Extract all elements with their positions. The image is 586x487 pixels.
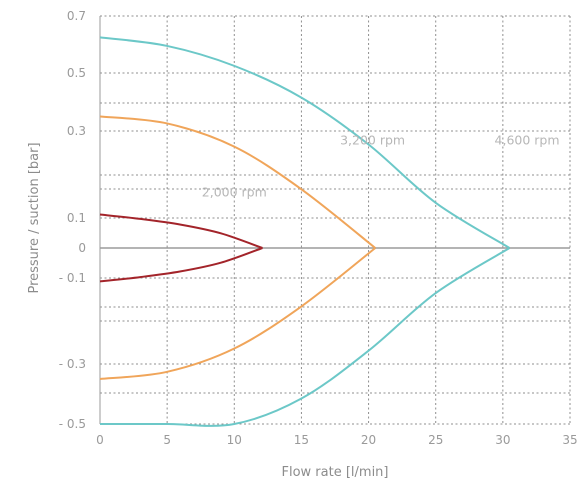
x-tick-label: 5 xyxy=(163,433,171,447)
x-tick-label: 0 xyxy=(96,433,104,447)
y-tick-label: 0.7 xyxy=(67,9,86,23)
series-annotation: 4,600 rpm xyxy=(495,132,560,147)
y-tick-label: 0.5 xyxy=(67,66,86,80)
y-tick-label: - 0.5 xyxy=(59,417,86,431)
x-tick-label: 20 xyxy=(361,433,376,447)
x-tick-label: 25 xyxy=(428,433,443,447)
series-annotation: 2,000 rpm xyxy=(202,185,267,200)
x-axis-title: Flow rate [l/min] xyxy=(282,465,389,480)
series-line-upper xyxy=(99,115,376,249)
series-line-lower xyxy=(99,247,263,283)
curve-layer xyxy=(99,36,511,427)
y-tick-label: 0.1 xyxy=(67,211,86,225)
y-tick-label: - 0.3 xyxy=(59,357,86,371)
x-tick-label: 35 xyxy=(562,433,577,447)
series-line-lower xyxy=(99,247,376,380)
x-tick-label: 30 xyxy=(495,433,510,447)
grid-layer xyxy=(99,15,571,425)
y-tick-label: - 0.1 xyxy=(59,271,86,285)
y-tick-label: 0.3 xyxy=(67,124,86,138)
annotation-layer: 2,000 rpm 3,200 rpm 4,600 rpm xyxy=(202,132,560,199)
tick-layer: 0 5 10 15 20 25 30 35 0.7 0.5 0.3 0.1 0 - 0.1 - 0.3 - 0… xyxy=(59,9,578,447)
series-line-upper xyxy=(99,213,263,249)
series-line-lower xyxy=(100,247,511,427)
series-annotation: 3,200 rpm xyxy=(340,132,405,147)
y-axis-title: Pressure / suction [bar] xyxy=(27,142,42,293)
series-line-upper xyxy=(99,36,511,249)
x-tick-label: 10 xyxy=(227,433,242,447)
y-tick-label: 0 xyxy=(78,241,86,255)
x-tick-label: 15 xyxy=(294,433,309,447)
